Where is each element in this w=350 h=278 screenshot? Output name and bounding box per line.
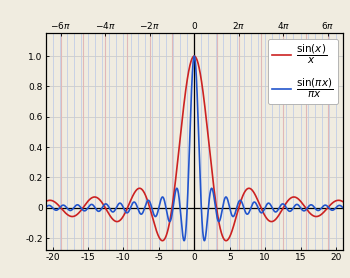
- Line: $\dfrac{\sin(x)}{x}$: $\dfrac{\sin(x)}{x}$: [46, 56, 343, 241]
- $\dfrac{\sin(x)}{x}$: [219, 232, 224, 235]
- $\dfrac{\sin(x)}{x}$: [264, 216, 268, 219]
- $\dfrac{\sin(x)}{x}$: [43, 200, 48, 203]
- $\dfrac{\sin(\pi x)}{\pi x}$: [43, 206, 48, 209]
- $\dfrac{\sin(\pi x)}{\pi x}$: [264, 204, 268, 207]
- $\dfrac{\sin(x)}{x}$: [151, 219, 155, 222]
- $\dfrac{\sin(x)}{x}$: [58, 206, 63, 209]
- $\dfrac{\sin(x)}{x}$: [192, 54, 196, 58]
- $\dfrac{\sin(x)}{x}$: [232, 221, 237, 224]
- $\dfrac{\sin(x)}{x}$: [341, 200, 345, 203]
- Legend: $\dfrac{\sin(x)}{x}$, $\dfrac{\sin(\pi x)}{\pi x}$: $\dfrac{\sin(x)}{x}$, $\dfrac{\sin(\pi x…: [268, 39, 338, 104]
- $\dfrac{\sin(\pi x)}{\pi x}$: [341, 206, 345, 209]
- $\dfrac{\sin(x)}{x}$: [280, 208, 284, 212]
- $\dfrac{\sin(\pi x)}{\pi x}$: [182, 239, 186, 242]
- $\dfrac{\sin(x)}{x}$: [160, 239, 164, 242]
- $\dfrac{\sin(\pi x)}{\pi x}$: [232, 213, 237, 216]
- $\dfrac{\sin(\pi x)}{\pi x}$: [151, 211, 155, 214]
- $\dfrac{\sin(\pi x)}{\pi x}$: [219, 211, 224, 215]
- $\dfrac{\sin(\pi x)}{\pi x}$: [280, 202, 284, 206]
- $\dfrac{\sin(\pi x)}{\pi x}$: [192, 54, 196, 58]
- $\dfrac{\sin(\pi x)}{\pi x}$: [58, 205, 63, 208]
- Line: $\dfrac{\sin(\pi x)}{\pi x}$: $\dfrac{\sin(\pi x)}{\pi x}$: [46, 56, 343, 241]
